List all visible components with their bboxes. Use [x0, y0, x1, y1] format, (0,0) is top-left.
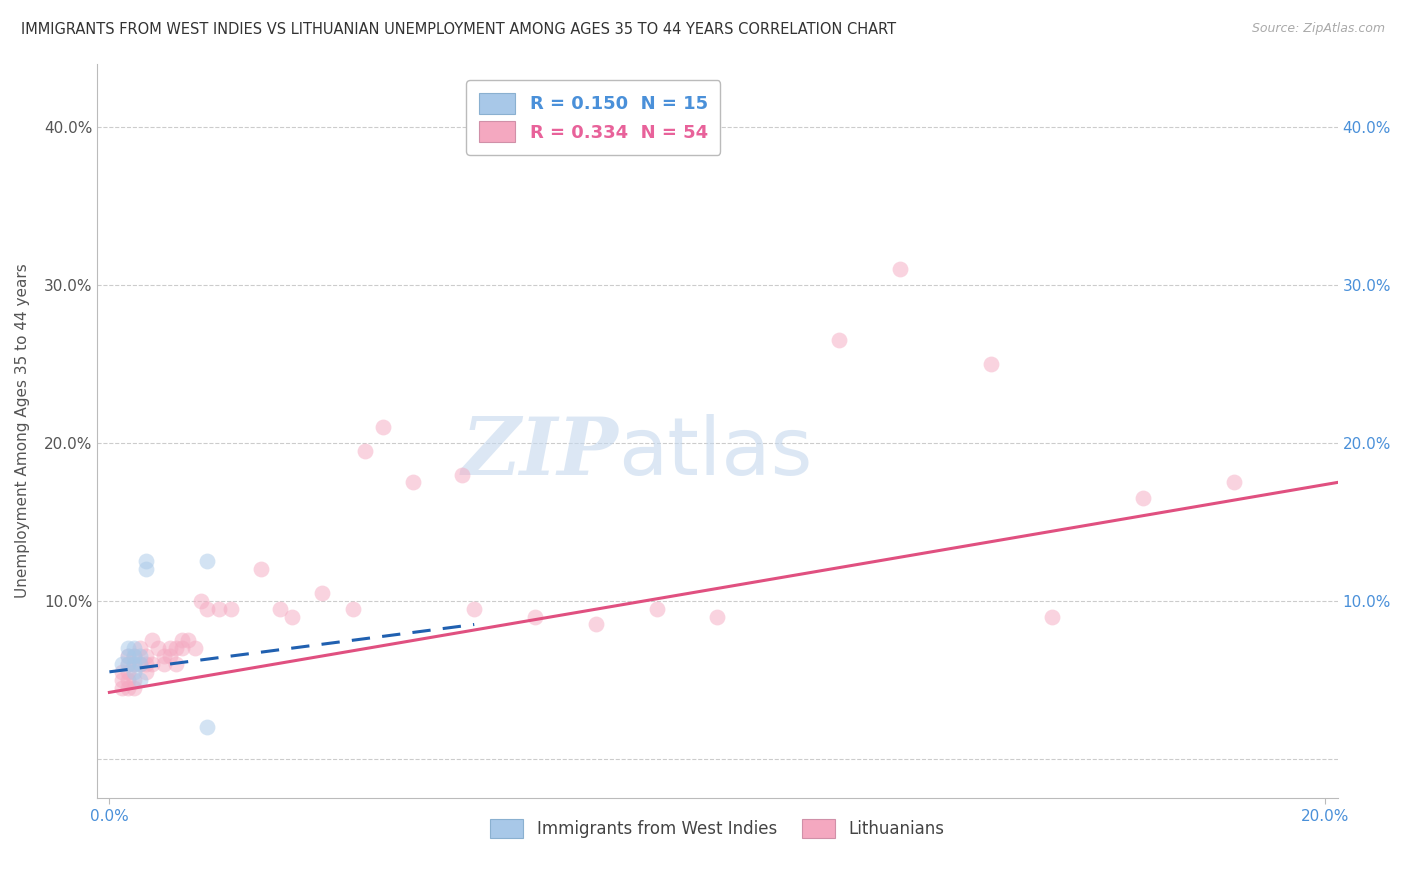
Point: [402, 475, 425, 490]
Point: [122, 665, 145, 679]
Legend: Immigrants from West Indies, Lithuanians: Immigrants from West Indies, Lithuanians: [484, 813, 952, 845]
Point: [117, 648, 139, 663]
Point: [1223, 475, 1246, 490]
Point: [153, 648, 176, 663]
Point: [122, 648, 145, 663]
Point: [311, 586, 333, 600]
Point: [128, 657, 150, 671]
Point: [190, 594, 212, 608]
Point: [110, 665, 132, 679]
Point: [645, 601, 668, 615]
Point: [122, 657, 145, 671]
Point: [110, 681, 132, 695]
Point: [141, 633, 163, 648]
Point: [463, 601, 485, 615]
Point: [122, 657, 145, 671]
Text: IMMIGRANTS FROM WEST INDIES VS LITHUANIAN UNEMPLOYMENT AMONG AGES 35 TO 44 YEARS: IMMIGRANTS FROM WEST INDIES VS LITHUANIA…: [21, 22, 896, 37]
Point: [353, 443, 375, 458]
Point: [172, 641, 194, 656]
Point: [195, 554, 218, 568]
Point: [128, 648, 150, 663]
Point: [195, 720, 218, 734]
Point: [141, 657, 163, 671]
Point: [117, 641, 139, 656]
Point: [165, 641, 187, 656]
Point: [371, 420, 394, 434]
Point: [128, 673, 150, 687]
Point: [117, 657, 139, 671]
Point: [208, 601, 231, 615]
Point: [146, 641, 169, 656]
Point: [128, 657, 150, 671]
Point: [706, 609, 728, 624]
Point: [980, 357, 1002, 371]
Point: [828, 334, 851, 348]
Point: [177, 633, 200, 648]
Point: [153, 657, 176, 671]
Point: [110, 657, 132, 671]
Point: [135, 657, 157, 671]
Point: [524, 609, 547, 624]
Y-axis label: Unemployment Among Ages 35 to 44 years: Unemployment Among Ages 35 to 44 years: [15, 264, 30, 599]
Point: [135, 648, 157, 663]
Point: [889, 262, 911, 277]
Point: [128, 641, 150, 656]
Point: [183, 641, 205, 656]
Point: [110, 673, 132, 687]
Point: [122, 673, 145, 687]
Point: [159, 641, 181, 656]
Point: [219, 601, 242, 615]
Point: [159, 648, 181, 663]
Point: [135, 554, 157, 568]
Point: [135, 665, 157, 679]
Point: [117, 673, 139, 687]
Text: Source: ZipAtlas.com: Source: ZipAtlas.com: [1251, 22, 1385, 36]
Point: [165, 657, 187, 671]
Point: [1040, 609, 1063, 624]
Text: ZIP: ZIP: [461, 415, 619, 491]
Text: atlas: atlas: [619, 414, 813, 492]
Point: [117, 665, 139, 679]
Point: [172, 633, 194, 648]
Point: [1132, 491, 1154, 506]
Point: [342, 601, 364, 615]
Point: [281, 609, 304, 624]
Point: [195, 601, 218, 615]
Point: [117, 657, 139, 671]
Point: [135, 562, 157, 576]
Point: [117, 681, 139, 695]
Point: [250, 562, 273, 576]
Point: [122, 681, 145, 695]
Point: [117, 648, 139, 663]
Point: [122, 648, 145, 663]
Point: [585, 617, 607, 632]
Point: [451, 467, 474, 482]
Point: [122, 641, 145, 656]
Point: [269, 601, 291, 615]
